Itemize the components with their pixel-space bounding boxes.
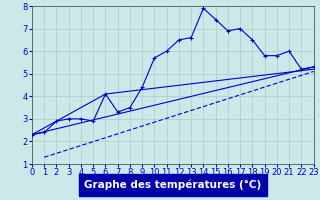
X-axis label: Graphe des températures (°C): Graphe des températures (°C) — [84, 180, 261, 190]
